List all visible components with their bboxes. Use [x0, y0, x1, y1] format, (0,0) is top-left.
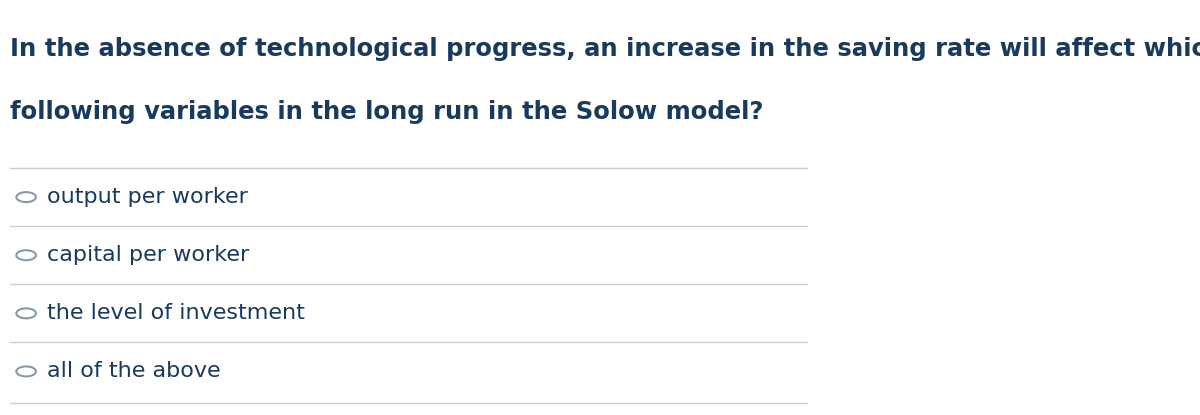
- Circle shape: [17, 366, 36, 376]
- Text: In the absence of technological progress, an increase in the saving rate will af: In the absence of technological progress…: [10, 37, 1200, 61]
- Circle shape: [17, 192, 36, 202]
- Circle shape: [17, 308, 36, 318]
- Text: all of the above: all of the above: [47, 361, 220, 381]
- Circle shape: [17, 250, 36, 260]
- Text: capital per worker: capital per worker: [47, 245, 248, 265]
- Text: following variables in the long run in the Solow model?: following variables in the long run in t…: [10, 100, 763, 124]
- Text: output per worker: output per worker: [47, 187, 247, 207]
- Text: the level of investment: the level of investment: [47, 303, 305, 323]
